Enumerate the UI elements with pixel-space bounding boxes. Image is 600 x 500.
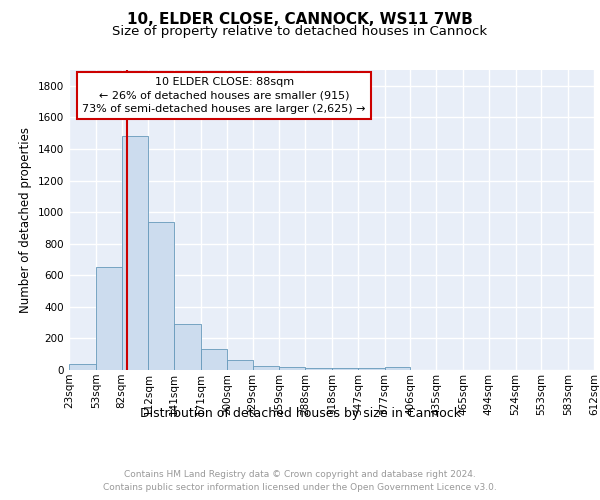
Bar bbox=[227, 360, 253, 370]
Bar bbox=[385, 367, 410, 370]
Bar bbox=[253, 366, 280, 370]
Text: Size of property relative to detached houses in Cannock: Size of property relative to detached ho… bbox=[112, 25, 488, 38]
Bar bbox=[148, 222, 174, 370]
Bar bbox=[96, 268, 122, 370]
Bar bbox=[305, 368, 332, 370]
Bar bbox=[69, 364, 96, 370]
Text: 10, ELDER CLOSE, CANNOCK, WS11 7WB: 10, ELDER CLOSE, CANNOCK, WS11 7WB bbox=[127, 12, 473, 28]
Bar bbox=[358, 368, 385, 370]
Bar bbox=[201, 350, 227, 370]
Bar bbox=[280, 367, 305, 370]
Bar bbox=[332, 368, 358, 370]
Text: Contains HM Land Registry data © Crown copyright and database right 2024.
Contai: Contains HM Land Registry data © Crown c… bbox=[103, 470, 497, 492]
Text: 10 ELDER CLOSE: 88sqm
← 26% of detached houses are smaller (915)
73% of semi-det: 10 ELDER CLOSE: 88sqm ← 26% of detached … bbox=[82, 77, 366, 114]
Text: Distribution of detached houses by size in Cannock: Distribution of detached houses by size … bbox=[139, 408, 461, 420]
Bar bbox=[122, 136, 148, 370]
Bar bbox=[174, 324, 201, 370]
Y-axis label: Number of detached properties: Number of detached properties bbox=[19, 127, 32, 313]
